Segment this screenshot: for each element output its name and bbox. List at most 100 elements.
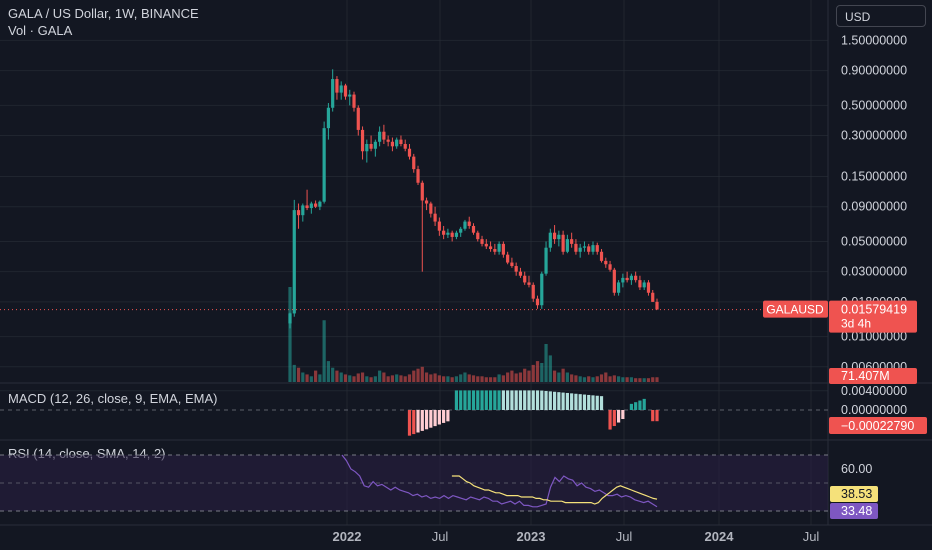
candle-body [309, 203, 313, 209]
macd-histogram-bar [616, 410, 621, 423]
volume-bar [395, 374, 399, 382]
macd-histogram-bar [442, 410, 446, 423]
macd-histogram-bar [488, 390, 493, 410]
candle-body [459, 228, 463, 233]
candle-body [506, 254, 510, 263]
macd-histogram-bar [587, 394, 591, 410]
volume-bar [616, 376, 621, 382]
candle-body [518, 271, 523, 276]
macd-histogram-bar [540, 390, 544, 410]
macd-histogram-bar [582, 394, 587, 410]
volume-bar [574, 375, 578, 382]
rsi-line [341, 454, 658, 508]
macd-histogram-bar [599, 396, 604, 410]
price-tick-label: 0.50000000 [841, 98, 907, 112]
volume-bar [339, 372, 343, 382]
candle-body [497, 243, 501, 252]
candle-body [335, 79, 339, 93]
candle-body [488, 246, 493, 250]
macd-histogram-bar [514, 390, 518, 410]
last-price-countdown: 3d 4h [841, 317, 871, 331]
volume-bar [501, 375, 505, 382]
macd-histogram-bar [420, 410, 424, 431]
volume-bar [488, 377, 493, 382]
volume-bar [378, 370, 382, 382]
candle-body [527, 282, 531, 285]
candle-body [365, 144, 369, 152]
candle-body [450, 232, 454, 237]
rsi-value: 33.48 [841, 504, 872, 518]
macd-zero-tick: 0.00000000 [841, 403, 907, 417]
candle-body [531, 284, 535, 299]
volume-bar [433, 373, 437, 382]
candle-body [416, 169, 420, 183]
rsi-ma-line [451, 475, 658, 505]
macd-histogram-bar [416, 410, 420, 433]
volume-bar [497, 374, 501, 382]
macd-histogram-bar [552, 391, 557, 410]
candle-body [360, 129, 365, 152]
candle-body [557, 234, 561, 240]
macd-histogram-bar [557, 392, 561, 410]
volume-legend: Vol · GALA [8, 23, 73, 38]
macd-histogram-bar [510, 390, 514, 410]
candle-body [561, 234, 565, 252]
volume-bar [399, 375, 403, 382]
candle-body [574, 243, 578, 252]
candle-body [638, 280, 642, 288]
candle-body [301, 205, 305, 216]
candle-body [646, 282, 651, 293]
volume-bar [369, 377, 373, 382]
volume-bar [625, 377, 629, 382]
candle-body [608, 264, 612, 270]
candle-body [493, 249, 497, 252]
volume-bar [548, 355, 552, 382]
currency-selector[interactable]: USD [836, 5, 926, 27]
candle-body [424, 200, 429, 204]
macd-histogram-bar [548, 391, 552, 410]
volume-bar [386, 376, 390, 382]
volume-bar [535, 361, 540, 382]
time-tick-label: 2022 [333, 529, 362, 544]
candle-body [429, 203, 433, 214]
macd-histogram-bar [412, 410, 416, 435]
price-tick-label: 0.01000000 [841, 330, 907, 344]
volume-bar [591, 377, 595, 382]
volume-bar [424, 372, 429, 382]
volume-bar [480, 376, 484, 382]
volume-bar [476, 376, 480, 382]
macd-histogram-bar [407, 410, 412, 436]
volume-bar [403, 376, 407, 382]
macd-histogram-bar [523, 390, 527, 410]
volume-bar [561, 368, 565, 382]
volume-bar [655, 377, 659, 382]
candle-body [540, 273, 544, 306]
volume-bar [322, 320, 326, 382]
candle-body [595, 245, 599, 252]
candle-body [403, 144, 407, 149]
candle-body [382, 131, 386, 140]
macd-legend: MACD (12, 26, close, 9, EMA, EMA) [8, 391, 218, 406]
volume-bar [412, 370, 416, 382]
price-tick-label: 0.15000000 [841, 170, 907, 184]
volume-bar [527, 370, 531, 382]
volume-bar [309, 376, 313, 382]
macd-histogram-bar [621, 410, 625, 420]
volume-bar [510, 370, 514, 382]
candle-body [420, 182, 424, 201]
candle-body [463, 221, 467, 229]
rsi-tick-label: 60.00 [841, 462, 872, 476]
candle-body [582, 246, 587, 248]
volume-bar [326, 361, 331, 382]
candle-body [599, 251, 604, 261]
macd-histogram-bar [467, 390, 471, 410]
volume-bar [450, 377, 454, 382]
volume-bar [305, 374, 309, 382]
macd-histogram-bar [629, 403, 633, 410]
volume-bar [416, 368, 420, 382]
candle-body [356, 107, 360, 130]
candle-body [544, 247, 548, 274]
volume-bar [471, 375, 476, 382]
volume-bar [629, 377, 633, 382]
